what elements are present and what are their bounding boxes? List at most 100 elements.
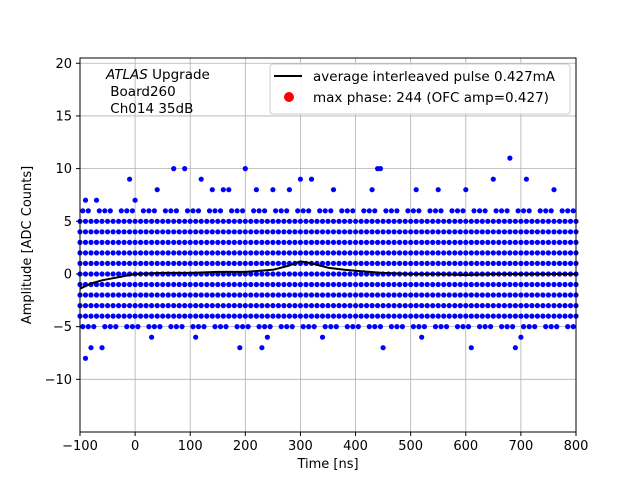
sample-point — [253, 292, 259, 298]
sample-point — [160, 313, 166, 319]
sample-point — [512, 292, 519, 298]
sample-point — [416, 324, 422, 330]
sample-point — [386, 218, 392, 224]
sample-point — [512, 250, 519, 256]
sample-point — [518, 281, 524, 288]
sample-point — [242, 292, 248, 298]
sample-point — [372, 324, 378, 330]
sample-point — [209, 239, 215, 245]
sample-point — [171, 166, 177, 172]
sample-point — [372, 208, 378, 214]
sample-point — [485, 250, 491, 256]
sample-point — [347, 303, 353, 309]
sample-point — [143, 250, 149, 256]
sample-point — [149, 334, 155, 340]
sample-point — [341, 303, 348, 309]
x-tick-label: 800 — [564, 439, 589, 454]
sample-point — [548, 208, 554, 214]
sample-point — [556, 292, 563, 298]
sample-point — [127, 176, 133, 182]
sample-point — [419, 250, 425, 256]
sample-point — [259, 345, 265, 351]
annotation-line-1: ATLAS Upgrade — [105, 67, 210, 83]
sample-point — [88, 260, 94, 266]
sample-point — [490, 260, 496, 266]
sample-point — [143, 303, 149, 309]
sample-point — [548, 324, 554, 330]
sample-point — [430, 281, 436, 288]
sample-point — [149, 229, 155, 235]
sample-point — [105, 229, 111, 235]
sample-point — [187, 313, 193, 319]
sample-point — [353, 313, 359, 319]
sample-point — [151, 208, 157, 214]
sample-point — [215, 218, 221, 224]
sample-point — [248, 303, 254, 309]
sample-point — [391, 281, 397, 288]
sample-point — [124, 324, 130, 330]
sample-point — [463, 218, 469, 224]
sample-point — [341, 313, 348, 319]
y-axis-ticks: −10 −5 0 5 10 15 20 — [45, 57, 80, 388]
sample-point — [281, 281, 287, 288]
sample-point — [545, 303, 552, 309]
sample-point — [441, 303, 447, 309]
sample-point — [507, 250, 513, 256]
x-tick-label: 0 — [131, 439, 139, 454]
x-tick-label: 600 — [453, 439, 478, 454]
sample-point — [110, 260, 116, 266]
sample-point — [482, 324, 488, 330]
sample-point — [93, 229, 100, 235]
sample-point — [358, 218, 364, 224]
sample-point — [308, 229, 315, 235]
sample-point — [267, 324, 273, 330]
sample-point — [259, 260, 265, 266]
sample-point — [529, 239, 535, 245]
sample-point — [198, 313, 204, 319]
sample-point — [518, 292, 524, 298]
sample-point — [190, 208, 196, 214]
sample-point — [231, 250, 237, 256]
sample-point — [182, 250, 188, 256]
sample-point — [248, 218, 254, 224]
sample-point — [116, 229, 122, 235]
sample-point — [149, 250, 155, 256]
sample-point — [380, 345, 386, 351]
sample-point — [143, 260, 149, 266]
sample-point — [264, 239, 270, 245]
sample-point — [397, 260, 403, 266]
sample-point — [325, 303, 331, 309]
sample-point — [121, 303, 127, 309]
sample-point — [490, 239, 496, 245]
sample-point — [463, 239, 469, 245]
sample-point — [171, 292, 177, 298]
x-tick-label: 400 — [343, 439, 368, 454]
sample-point — [468, 345, 474, 351]
sample-point — [529, 218, 535, 224]
sample-point — [501, 281, 507, 288]
sample-point — [297, 176, 303, 182]
sample-point — [490, 229, 496, 235]
sample-point — [375, 313, 381, 319]
sample-point — [526, 208, 532, 214]
sample-point — [198, 176, 204, 182]
sample-point — [264, 303, 270, 309]
sample-point — [118, 208, 124, 214]
sample-point — [138, 292, 144, 298]
sample-point — [518, 229, 524, 235]
sample-point — [421, 324, 427, 330]
sample-point — [477, 208, 483, 214]
sample-point — [242, 281, 248, 288]
sample-point — [99, 313, 105, 319]
sample-point — [413, 313, 419, 319]
sample-point — [523, 281, 530, 288]
sample-point — [512, 303, 519, 309]
sample-point — [314, 229, 320, 235]
sample-point — [501, 250, 507, 256]
sample-point — [319, 218, 326, 224]
sample-point — [248, 271, 254, 277]
sample-point — [143, 292, 149, 298]
sample-point — [435, 250, 441, 256]
sample-point — [397, 313, 403, 319]
sample-point — [355, 324, 361, 330]
